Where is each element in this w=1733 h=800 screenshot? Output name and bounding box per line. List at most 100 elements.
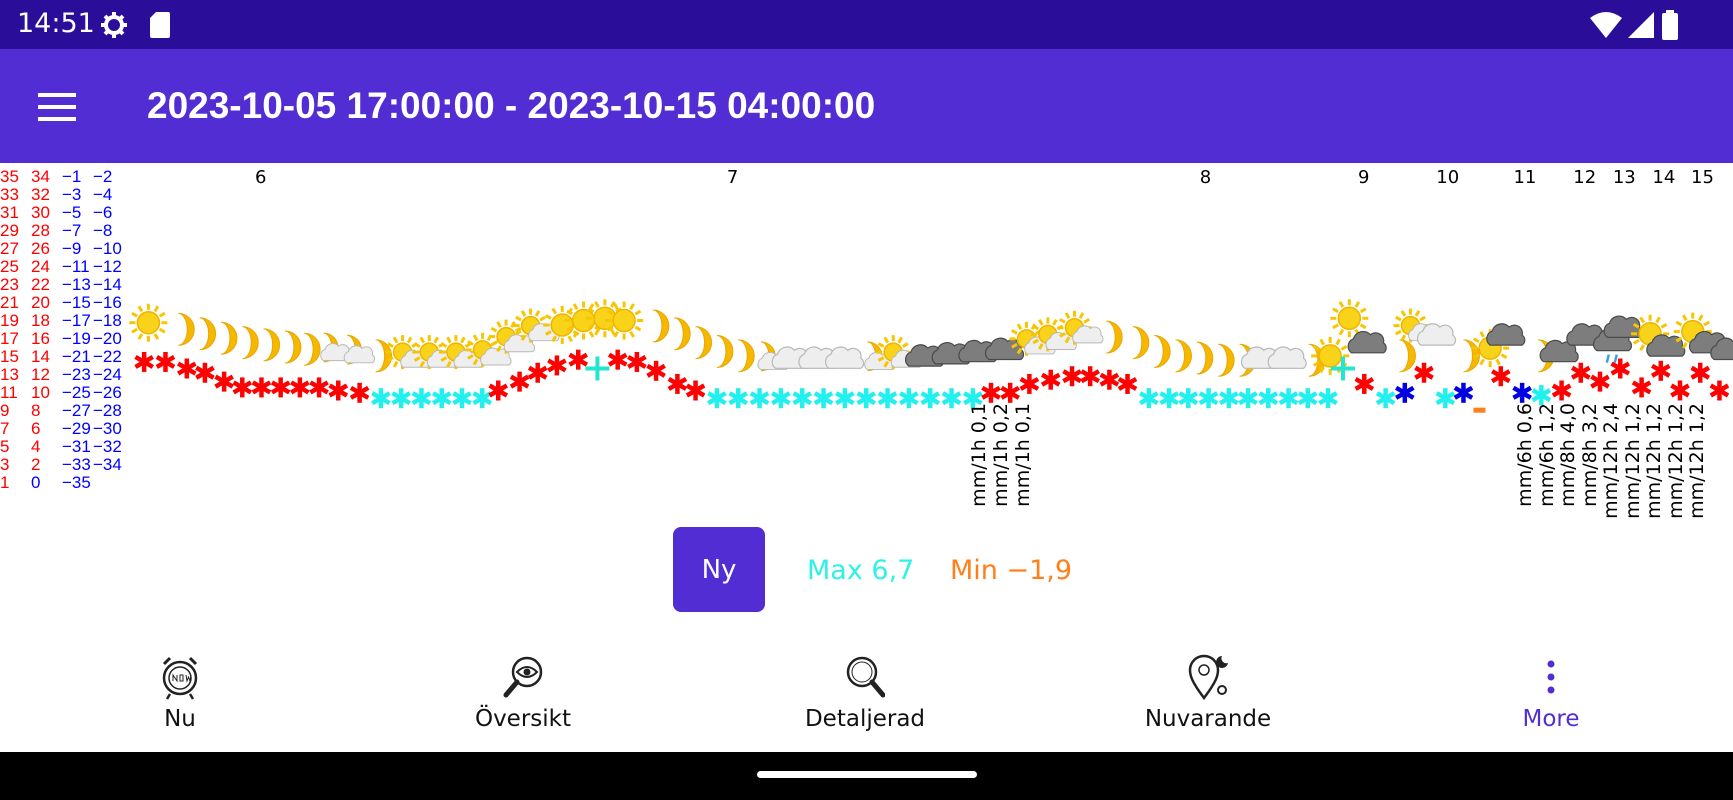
y-axis-label: −21 [62, 347, 91, 366]
cyan-temperature-marker [856, 388, 876, 409]
red-temperature-marker [607, 349, 628, 370]
darkcloud-icon [1539, 339, 1579, 363]
red-temperature-marker [1551, 380, 1572, 401]
hamburger-icon[interactable] [38, 93, 76, 121]
alarm-clock-now-icon [162, 656, 198, 700]
y-axis-label: 21 [0, 293, 19, 312]
cyan-temperature-marker [792, 388, 812, 409]
cyan-temperature-marker [1178, 388, 1199, 409]
cloud-icon [825, 346, 865, 369]
y-axis-label: 5 [0, 437, 10, 456]
y-axis-label: 31 [0, 203, 19, 222]
moon-icon [220, 321, 238, 355]
darkcloud-icon [1486, 323, 1526, 346]
nav-item-more[interactable]: More [1451, 640, 1651, 752]
moon-icon [242, 326, 259, 360]
suncloud-icon [489, 319, 536, 354]
cyan-temperature-marker [1139, 388, 1159, 409]
y-axis-label: −14 [93, 275, 122, 294]
red-temperature-marker [1019, 373, 1040, 394]
max-marker [1330, 356, 1355, 381]
y-axis-label: −17 [62, 311, 91, 330]
y-axis-label: 20 [31, 293, 50, 312]
y-axis-label: 7 [0, 419, 10, 438]
cyan-temperature-marker [1297, 388, 1318, 409]
y-axis-label: 13 [0, 365, 19, 384]
y-axis-label: 29 [0, 221, 19, 240]
precipitation-label: mm/12h 1,2 [1664, 403, 1687, 519]
sun-icon [1311, 336, 1350, 375]
precipitation-label: mm/1h 0,1 [967, 403, 990, 507]
precipitation-label: mm/12h 1,2 [1686, 403, 1708, 519]
red-temperature-marker [646, 360, 666, 381]
day-label: 9 [1358, 167, 1370, 188]
y-axis-label: −5 [62, 203, 82, 222]
y-axis-label: −20 [93, 329, 122, 348]
red-temperature-marker [488, 380, 509, 401]
y-axis-label: 33 [0, 185, 19, 204]
moon-icon [652, 309, 670, 343]
cyan-temperature-marker [749, 388, 770, 409]
nav-item-detaljerad[interactable]: Detaljerad [765, 640, 965, 752]
cyan-temperature-marker [371, 388, 391, 409]
moon-icon [1218, 343, 1235, 377]
nav-item-oversikt[interactable]: Översikt [423, 640, 623, 752]
status-time: 14:51 [17, 8, 95, 39]
cyan-temperature-marker [1238, 388, 1258, 409]
ny-button[interactable]: Ny [673, 527, 765, 612]
y-axis-label: −31 [62, 437, 91, 456]
y-axis-label: 1 [0, 473, 10, 492]
y-axis-label: 3 [0, 455, 10, 474]
cyan-temperature-marker [920, 388, 940, 409]
moon-icon [1132, 326, 1150, 360]
red-temperature-marker [685, 380, 706, 401]
day-label: 8 [1199, 167, 1212, 188]
y-axis-label: −3 [62, 185, 82, 204]
cyan-temperature-marker [835, 388, 855, 409]
red-temperature-marker [1631, 377, 1652, 398]
y-axis-label: 30 [31, 203, 50, 222]
red-temperature-marker [290, 377, 310, 398]
nav-item-nu[interactable]: Nu [80, 640, 280, 752]
nav-label: Översikt [474, 706, 572, 732]
day-label: 10 [1436, 167, 1460, 188]
cyan-temperature-marker [813, 388, 834, 409]
red-temperature-marker [1414, 362, 1434, 383]
red-temperature-marker [1491, 366, 1511, 387]
y-axis-label: 24 [31, 257, 50, 276]
location-weather-icon [1188, 654, 1228, 700]
precipitation-label: mm/8h 3,2 [1578, 403, 1601, 507]
y-axis-label: −28 [93, 401, 122, 420]
y-axis-label: −2 [93, 167, 113, 186]
cloud-icon [1267, 346, 1307, 369]
y-axis-label: 23 [0, 275, 19, 294]
signal-icon [1628, 12, 1654, 38]
y-axis-label: −7 [62, 221, 82, 240]
red-temperature-marker [177, 358, 197, 379]
cyan-temperature-marker [1435, 388, 1456, 409]
moon-icon [1175, 339, 1192, 373]
cyan-temperature-marker [1258, 388, 1279, 409]
cyan-temperature-marker [771, 388, 791, 409]
min-marker [1473, 407, 1486, 413]
weather-chart: 6 7 8 9 10 11 12 13 14 15 35 33 31 29 27 25 23 21 19 17 15 13… [0, 163, 1733, 640]
red-temperature-marker [527, 362, 548, 383]
nav-item-nuvarande[interactable]: Nuvarande [1108, 640, 1308, 752]
precipitation-label: mm/6h 1,2 [1535, 403, 1558, 507]
home-gesture-handle[interactable] [757, 771, 977, 778]
precipitation-label: mm/12h 1,2 [1621, 403, 1644, 519]
sun-icon [129, 303, 168, 342]
cyan-temperature-marker [1531, 385, 1552, 406]
cyan-temperature-marker [707, 388, 727, 409]
y-axis-label: −6 [93, 203, 113, 222]
red-temperature-marker [270, 377, 291, 398]
more-vertical-icon [1547, 660, 1555, 694]
moon-icon [738, 339, 755, 373]
y-axis-label: −26 [93, 383, 122, 402]
cyan-temperature-marker [431, 388, 452, 409]
y-axis-label: 34 [31, 167, 50, 186]
red-temperature-marker [547, 355, 567, 376]
moon-icon [284, 330, 302, 364]
y-axis-label: −24 [93, 365, 122, 384]
red-temperature-marker [1571, 362, 1591, 383]
